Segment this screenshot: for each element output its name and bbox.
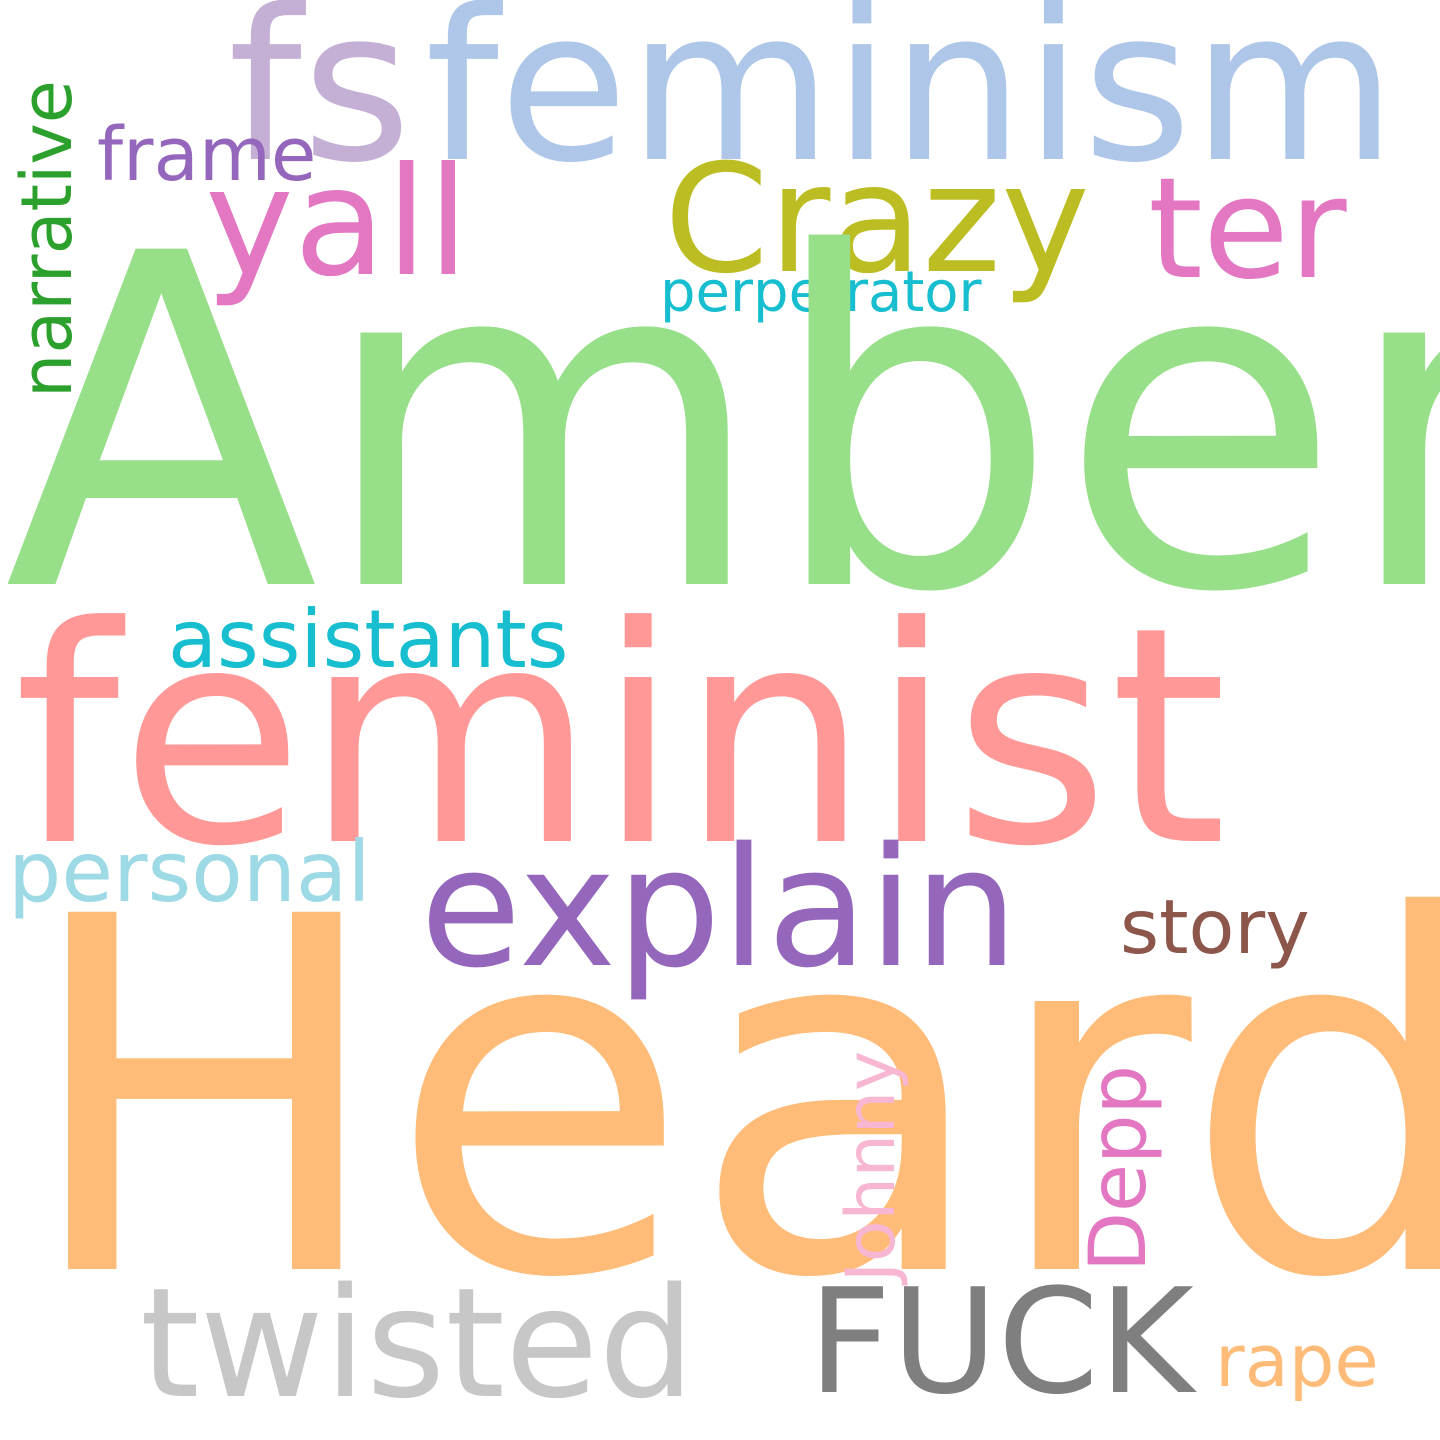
word-johnny: Johnny — [832, 1050, 911, 1282]
word-feminist: feminist — [14, 563, 1228, 912]
word-rape: rape — [1215, 1319, 1379, 1403]
word-heard: Heard — [20, 814, 1440, 1385]
word-fs: fs — [228, 0, 412, 209]
word-personal: personal — [8, 823, 371, 921]
word-twisted: twisted — [140, 1255, 695, 1432]
word-amber: Amber — [4, 158, 1440, 693]
word-perpetrator: perpetrator — [660, 260, 982, 325]
word-crazy: Crazy — [664, 133, 1090, 307]
word-yall: yall — [205, 136, 470, 310]
word-ter: ter — [1148, 148, 1347, 311]
word-feminism: feminism — [425, 0, 1397, 209]
word-frame: frame — [97, 112, 317, 198]
word-explain: explain — [420, 812, 1019, 1004]
word-assistants: assistants — [168, 593, 569, 686]
word-narrative: narrative — [6, 80, 88, 398]
word-fuck: FUCK — [808, 1258, 1194, 1427]
word-depp: Depp — [1074, 1064, 1164, 1272]
word-story: story — [1120, 883, 1310, 971]
